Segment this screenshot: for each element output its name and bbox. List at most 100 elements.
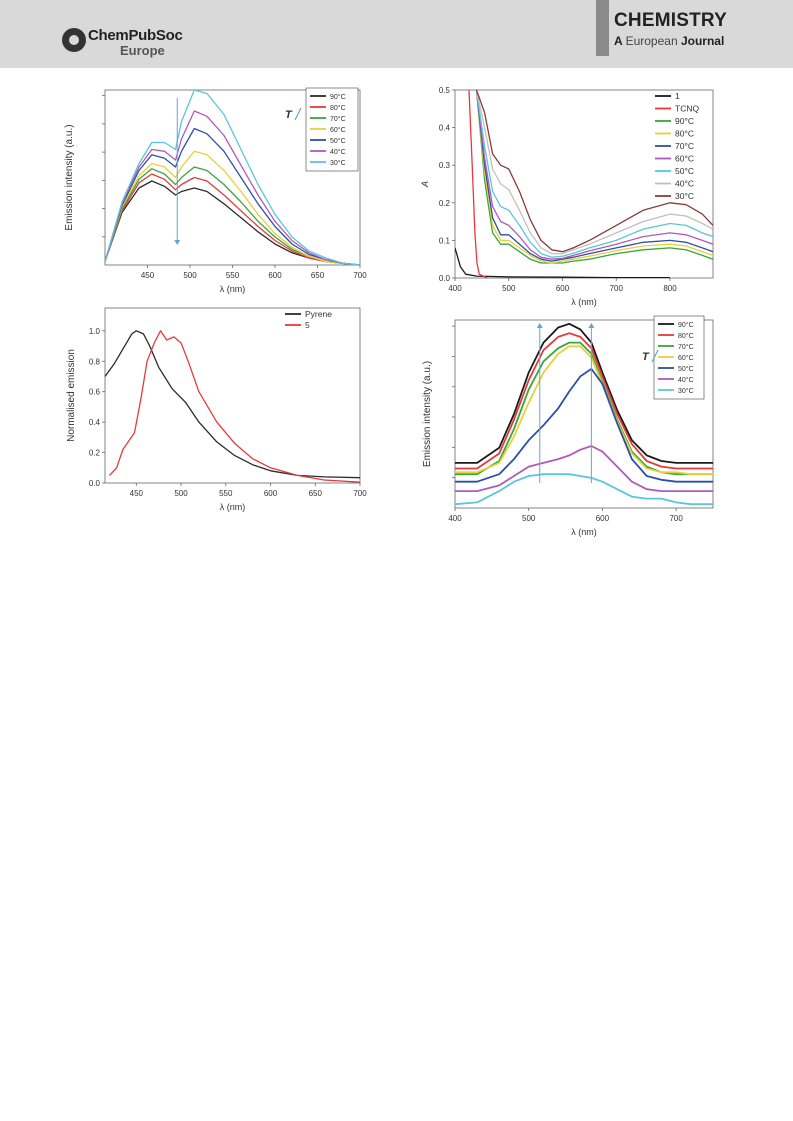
legend-label: 70°C bbox=[330, 115, 346, 123]
series-line-80°C bbox=[105, 173, 360, 265]
legend-label: 60°C bbox=[330, 126, 346, 134]
series-group bbox=[455, 90, 713, 278]
series-line-60°C bbox=[475, 90, 713, 260]
y-tick-label: 0.6 bbox=[89, 388, 101, 397]
plot-frame bbox=[104, 307, 361, 484]
y-tick-label: 1.0 bbox=[89, 327, 101, 336]
series-line-40°C bbox=[105, 110, 360, 265]
series-line-70°C bbox=[475, 90, 713, 262]
y-tick-label: 0.0 bbox=[89, 479, 101, 488]
x-tick-label: 600 bbox=[268, 271, 282, 280]
legend-label: 80°C bbox=[330, 104, 346, 112]
y-tick-label: 0.2 bbox=[439, 199, 451, 208]
x-axis-label: λ (nm) bbox=[571, 297, 597, 307]
emission-temperature-chart: 450 500 550 600 650 700 λ (nm) Emission intensi… bbox=[64, 87, 367, 294]
x-tick-label: 600 bbox=[264, 489, 278, 498]
x-axis-label: λ (nm) bbox=[220, 284, 246, 294]
legend: 90°C 80°C 70°C 60°C 50°C 40°C 30°C bbox=[653, 315, 705, 400]
series-line-60°C bbox=[105, 150, 360, 265]
x-tick-label: 800 bbox=[663, 284, 677, 293]
legend-label: 60°C bbox=[678, 354, 694, 362]
series-group bbox=[105, 90, 360, 265]
logo-line2: Europe bbox=[120, 43, 165, 58]
series-line-40°C bbox=[475, 90, 713, 255]
journal-title: CHEMISTRY bbox=[614, 10, 727, 31]
x-tick-label: 700 bbox=[353, 489, 367, 498]
legend: 1 TCNQ 90°C 80°C 70°C 60°C 50°C 40°C 30°C bbox=[655, 91, 699, 201]
y-axis-label: Emission intensity (a.u.) bbox=[64, 124, 75, 230]
x-tick-label: 700 bbox=[610, 284, 624, 293]
arrow-head-icon bbox=[588, 323, 595, 328]
legend-label: 70°C bbox=[675, 141, 694, 151]
y-tick-label: 0.2 bbox=[89, 449, 101, 458]
x-tick-label: 550 bbox=[219, 489, 233, 498]
x-tick-label: 450 bbox=[141, 271, 155, 280]
normalised-emission-chart: 450 500 550 600 650 700 0.0 0.2 0.4 0.6 0.8 1.0 λ (n… bbox=[66, 307, 367, 512]
y-tick-label: 0.0 bbox=[439, 274, 451, 283]
plot-area: 450 500 550 600 650 700 0.0 0.2 0.4 0.6 0.8 1.0 λ (n… bbox=[66, 307, 367, 512]
x-tick-label: 700 bbox=[669, 514, 683, 523]
series-line-40°C bbox=[455, 445, 713, 493]
page-header: ChemPubSoc Europe CHEMISTRY A European J… bbox=[0, 0, 793, 68]
legend-label: 30°C bbox=[330, 159, 346, 167]
header-divider bbox=[596, 0, 609, 56]
series-line-50°C bbox=[475, 90, 713, 258]
x-tick-label: 500 bbox=[502, 284, 516, 293]
series-line-TCNQ bbox=[468, 90, 488, 278]
arrow-head-icon bbox=[536, 323, 543, 328]
series-group bbox=[455, 322, 713, 506]
series-line-90°C bbox=[455, 322, 713, 464]
series-line-90°C bbox=[475, 90, 713, 264]
legend-label: 90°C bbox=[678, 321, 694, 329]
series-line-5 bbox=[109, 330, 360, 483]
y-tick-label: 0.5 bbox=[439, 86, 451, 95]
legend-label: 80°C bbox=[675, 129, 694, 139]
legend-label: 90°C bbox=[330, 93, 346, 101]
legend-label: 80°C bbox=[678, 332, 694, 340]
plot-frame bbox=[454, 319, 714, 509]
y-tick-label: 0.4 bbox=[439, 124, 451, 133]
y-tick-label: 0.3 bbox=[439, 161, 451, 170]
legend-label: 5 bbox=[305, 320, 310, 330]
legend-label: 50°C bbox=[330, 137, 346, 145]
emission-temperature-chart-2: 400 500 600 700 λ (nm) Emission intensity (a.… bbox=[422, 315, 714, 537]
legend: 90°C 80°C 70°C 60°C 50°C 40°C 30°C bbox=[305, 87, 359, 172]
legend-label: 30°C bbox=[675, 191, 694, 201]
x-tick-label: 650 bbox=[311, 271, 325, 280]
plot-area: 450 500 550 600 650 700 λ (nm) Emission intensi… bbox=[64, 89, 367, 294]
temperature-arrow-icon bbox=[294, 107, 302, 121]
x-tick-label: 600 bbox=[556, 284, 570, 293]
logo-line1: ChemPubSoc bbox=[88, 27, 183, 44]
legend-label: 90°C bbox=[675, 116, 694, 126]
legend-label: 50°C bbox=[678, 365, 694, 373]
x-tick-label: 700 bbox=[353, 271, 367, 280]
absorbance-chart: 400 500 600 700 800 0.0 0.1 0.2 0.3 0.4 0.5 λ (nm) A… bbox=[420, 86, 714, 307]
chempubsoc-logo-icon bbox=[62, 28, 86, 52]
series-line-80°C bbox=[455, 332, 713, 470]
legend-label: 1 bbox=[675, 91, 680, 101]
series-group bbox=[105, 330, 360, 483]
series-line-60°C bbox=[455, 345, 713, 476]
series-line-30°C bbox=[105, 90, 360, 265]
x-axis-label: λ (nm) bbox=[571, 527, 597, 537]
arrow-head-icon bbox=[174, 240, 181, 245]
series-line-50°C bbox=[455, 368, 713, 483]
x-tick-label: 550 bbox=[226, 271, 240, 280]
legend-label: TCNQ bbox=[675, 104, 699, 114]
x-tick-label: 650 bbox=[309, 489, 323, 498]
legend-label: 30°C bbox=[678, 387, 694, 395]
series-line-80°C bbox=[475, 90, 713, 264]
legend-label: 40°C bbox=[675, 179, 694, 189]
journal-subtitle: A European Journal bbox=[614, 34, 725, 48]
temperature-annotation: T bbox=[285, 109, 293, 121]
legend-label: 70°C bbox=[678, 343, 694, 351]
temperature-arrow-icon bbox=[651, 349, 659, 363]
x-tick-label: 500 bbox=[522, 514, 536, 523]
temperature-annotation: T bbox=[642, 351, 650, 363]
legend-label: 60°C bbox=[675, 154, 694, 164]
x-tick-label: 400 bbox=[448, 514, 462, 523]
legend-label: 40°C bbox=[678, 376, 694, 384]
series-line-30°C bbox=[475, 90, 713, 253]
series-line-1 bbox=[455, 247, 670, 278]
y-axis-label: Normalised emission bbox=[66, 349, 77, 442]
